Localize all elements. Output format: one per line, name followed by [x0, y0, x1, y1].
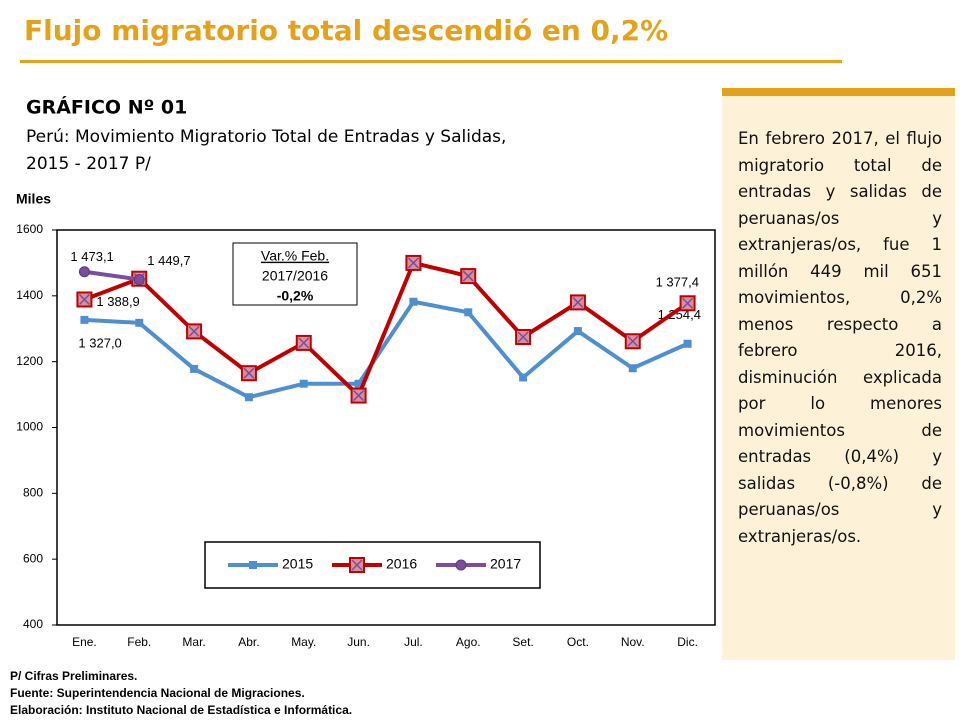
marker-cross [627, 335, 639, 347]
marker-cross [188, 325, 200, 337]
x-tick-label: Jun. [347, 635, 370, 649]
marker [464, 308, 473, 317]
x-tick-label: Oct. [567, 635, 589, 649]
marker [133, 273, 145, 285]
marker [135, 318, 144, 327]
chart-title: GRÁFICO Nº 01 [26, 96, 187, 119]
title-rule [20, 60, 842, 63]
marker-cross [572, 296, 584, 308]
marker [80, 315, 89, 324]
marker-cross [353, 390, 365, 402]
side-panel: En febrero 2017, el flujo migratorio tot… [722, 88, 955, 660]
y-tick-label: 600 [23, 551, 43, 565]
data-label: 1 388,9 [96, 294, 139, 309]
side-text: En febrero 2017, el flujo migratorio tot… [738, 129, 942, 546]
marker [519, 373, 528, 382]
marker [249, 561, 257, 569]
marker [573, 327, 582, 336]
chart: GRÁFICO Nº 01 Perú: Movimiento Migratori… [16, 96, 716, 649]
marker-cross [682, 297, 694, 309]
marker-cross [78, 293, 90, 306]
chart-subtitle: Perú: Movimiento Migratorio Total de Ent… [26, 127, 506, 147]
footnote: Fuente: Superintendencia Nacional de Mig… [10, 686, 305, 700]
series-line [84, 299, 689, 400]
y-tick-label: 400 [23, 617, 43, 631]
y-tick-label: 1000 [16, 420, 43, 434]
marker [683, 339, 692, 348]
x-tick-label: Jul. [404, 635, 423, 649]
annotation-box [232, 242, 358, 306]
y-tick-label: 1200 [16, 354, 43, 368]
marker [455, 559, 467, 571]
footnote: P/ Cifras Preliminares. [10, 669, 138, 683]
marker [299, 379, 308, 388]
data-label: 1 449,7 [147, 253, 190, 268]
marker-cross [298, 337, 310, 349]
x-tick-label: Feb. [127, 635, 151, 649]
y-tick-label: 1400 [16, 288, 43, 302]
marker [409, 297, 418, 306]
y-axis-label: Miles [16, 191, 51, 207]
marker-cross [517, 331, 529, 343]
marker [190, 364, 199, 373]
x-tick-label: May. [291, 635, 316, 649]
marker-cross [407, 257, 419, 269]
annotation: -0,2% [277, 288, 314, 304]
marker-cross [351, 559, 363, 571]
legend-label: 2016 [386, 556, 417, 572]
x-tick-label: Ene. [72, 635, 97, 649]
footnote: Elaboración: Instituto Nacional de Estad… [10, 703, 353, 717]
slide-title: Flujo migratorio total descendió en 0,2% [24, 14, 669, 47]
y-tick-label: 1600 [16, 222, 43, 236]
marker-cross [243, 367, 255, 379]
marker [78, 266, 90, 278]
x-tick-label: Dic. [677, 635, 698, 649]
x-tick-label: Nov. [621, 635, 645, 649]
marker [628, 364, 637, 373]
series-line [84, 269, 140, 282]
marker-cross [462, 270, 474, 282]
footnotes: P/ Cifras Preliminares. Fuente: Superint… [10, 668, 352, 719]
annotation: Var.% Feb. [261, 248, 329, 264]
annotation: 2017/2016 [262, 268, 328, 284]
data-label: 1 473,1 [70, 249, 113, 264]
x-tick-label: Abr. [238, 635, 259, 649]
chart-subtitle: 2015 - 2017 P/ [26, 154, 151, 174]
marker [244, 393, 253, 402]
x-tick-label: Mar. [182, 635, 205, 649]
x-tick-label: Ago. [456, 635, 481, 649]
data-label: 1 377,4 [656, 275, 699, 290]
legend-label: 2017 [490, 556, 521, 572]
series-line [83, 260, 689, 400]
data-label: 1 327,0 [78, 335, 121, 350]
x-tick-label: Set. [512, 635, 533, 649]
legend-label: 2015 [282, 556, 313, 572]
y-tick-label: 800 [23, 486, 43, 500]
